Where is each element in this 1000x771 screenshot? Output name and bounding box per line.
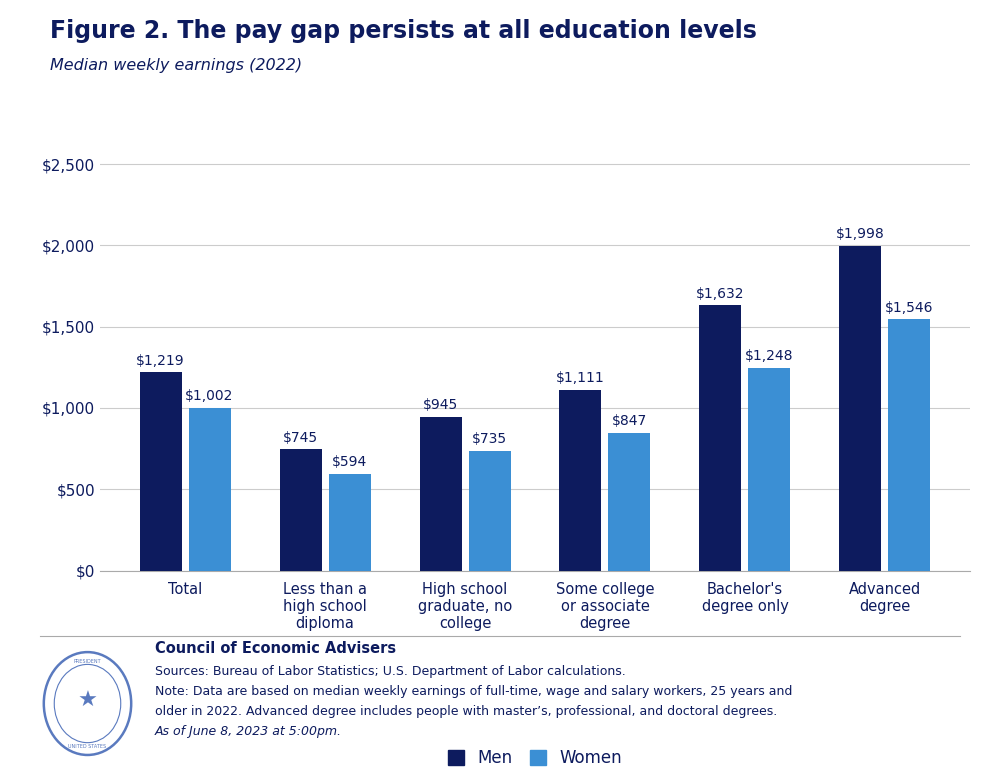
Text: Median weekly earnings (2022): Median weekly earnings (2022): [50, 58, 302, 72]
Bar: [469, 451, 511, 571]
Text: $735: $735: [472, 433, 507, 446]
Bar: [189, 408, 231, 571]
Legend: Men, Women: Men, Women: [448, 749, 622, 767]
Text: Figure 2. The pay gap persists at all education levels: Figure 2. The pay gap persists at all ed…: [50, 19, 757, 43]
Text: Sources: Bureau of Labor Statistics; U.S. Department of Labor calculations.: Sources: Bureau of Labor Statistics; U.S…: [155, 665, 626, 678]
Bar: [888, 319, 930, 571]
Bar: [329, 474, 371, 571]
Text: $1,632: $1,632: [696, 287, 745, 301]
Text: ★: ★: [78, 692, 98, 712]
Bar: [699, 305, 741, 571]
Text: $594: $594: [332, 456, 367, 470]
Bar: [559, 390, 601, 571]
Bar: [280, 449, 322, 571]
Text: $945: $945: [423, 399, 458, 412]
Bar: [839, 246, 881, 571]
Text: $1,002: $1,002: [185, 389, 234, 403]
Bar: [748, 368, 790, 571]
Text: As of June 8, 2023 at 5:00pm.: As of June 8, 2023 at 5:00pm.: [155, 725, 342, 738]
Text: $847: $847: [612, 414, 647, 428]
Bar: [420, 417, 462, 571]
Text: $1,219: $1,219: [136, 354, 185, 368]
Bar: [140, 372, 182, 571]
Text: Note: Data are based on median weekly earnings of full-time, wage and salary wor: Note: Data are based on median weekly ea…: [155, 685, 792, 698]
Bar: [608, 433, 650, 571]
Text: UNITED STATES: UNITED STATES: [68, 743, 107, 749]
Text: Council of Economic Advisers: Council of Economic Advisers: [155, 641, 396, 656]
Text: $745: $745: [283, 431, 318, 445]
Text: older in 2022. Advanced degree includes people with master’s, professional, and : older in 2022. Advanced degree includes …: [155, 705, 777, 718]
Text: $1,998: $1,998: [836, 227, 885, 241]
Text: $1,546: $1,546: [885, 301, 934, 315]
Text: $1,248: $1,248: [745, 349, 794, 363]
Text: $1,111: $1,111: [556, 372, 605, 386]
Text: PRESIDENT: PRESIDENT: [74, 658, 101, 664]
